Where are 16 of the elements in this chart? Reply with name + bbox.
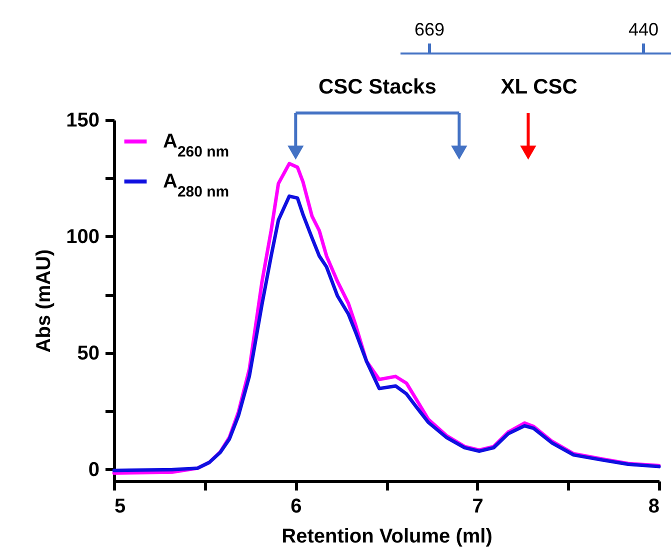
y-tick-label: 50 bbox=[77, 342, 100, 364]
y-tick-label: 0 bbox=[88, 458, 100, 481]
x2-tick-label: 440 bbox=[628, 20, 658, 40]
text: XL CSC bbox=[500, 75, 578, 98]
x2-tick-label: 669 bbox=[414, 20, 444, 40]
x-tick-label: 6 bbox=[290, 496, 302, 518]
x-axis-title: Retention Volume (ml) bbox=[282, 526, 492, 548]
x-tick-label: 5 bbox=[114, 496, 126, 518]
legend-label: A$_{260 nm}$ bbox=[163, 130, 230, 160]
legend-label: A$_{280 nm}$ bbox=[163, 170, 230, 200]
x-tick-label: 8 bbox=[648, 496, 660, 518]
y-tick-label: 100 bbox=[66, 226, 100, 248]
text: CSC Stacks bbox=[318, 75, 436, 98]
y-axis-title: Abs (mAU) bbox=[33, 249, 56, 353]
y-tick-label: 150 bbox=[66, 110, 100, 132]
x-tick-label: 7 bbox=[472, 496, 484, 518]
